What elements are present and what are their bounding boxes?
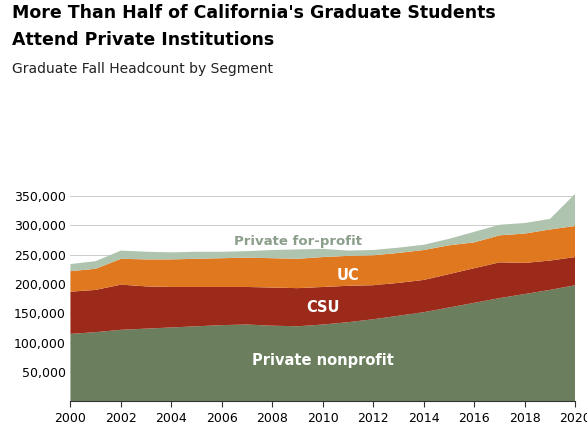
Text: Private nonprofit: Private nonprofit — [252, 353, 394, 368]
Text: CSU: CSU — [306, 300, 340, 315]
Text: UC: UC — [337, 268, 359, 283]
Text: Private for-profit: Private for-profit — [234, 235, 362, 248]
Text: Graduate Fall Headcount by Segment: Graduate Fall Headcount by Segment — [12, 62, 273, 76]
Text: Attend Private Institutions: Attend Private Institutions — [12, 31, 274, 49]
Text: More Than Half of California's Graduate Students: More Than Half of California's Graduate … — [12, 4, 495, 22]
